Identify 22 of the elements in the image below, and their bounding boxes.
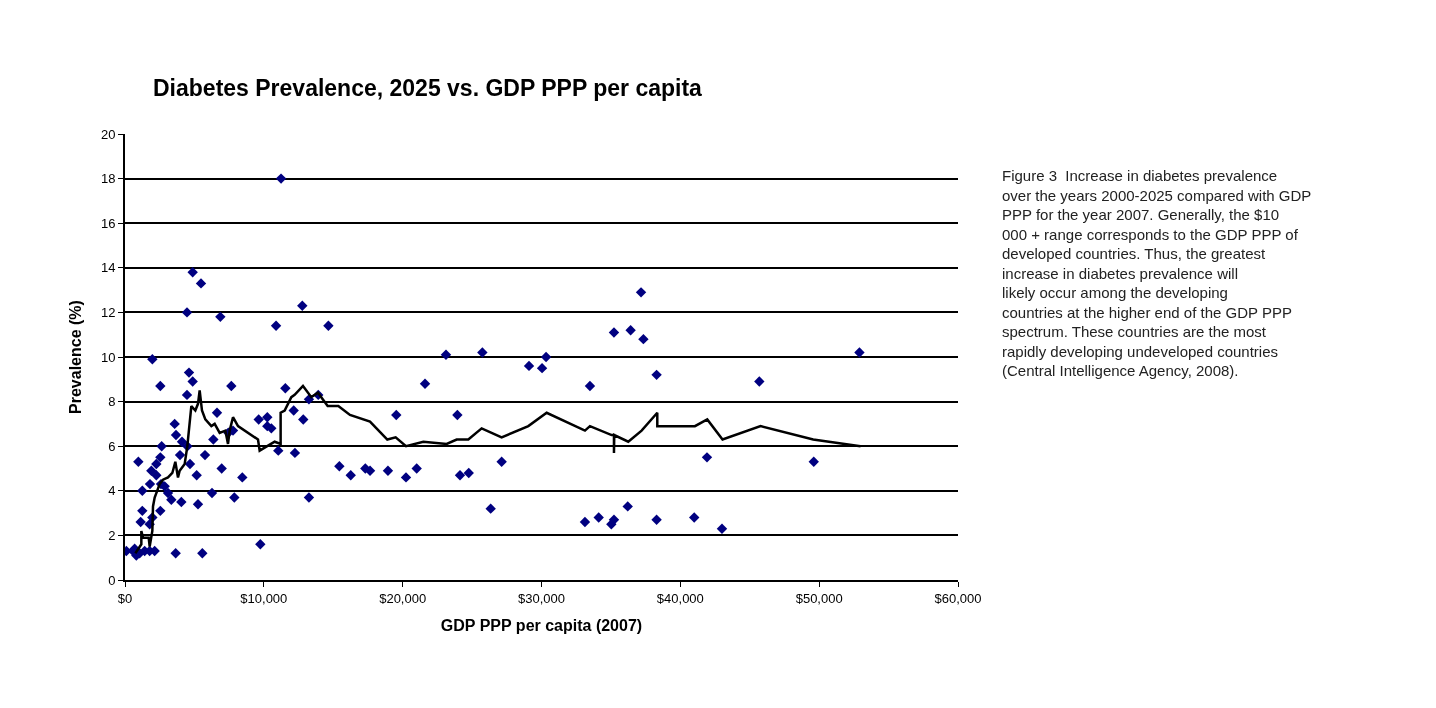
y-tick-label: 12 xyxy=(100,304,116,320)
y-tick-label: 16 xyxy=(100,215,116,231)
y-tick-label: 18 xyxy=(100,171,116,187)
y-tick-label: 2 xyxy=(108,527,116,543)
chart-title: Diabetes Prevalence, 2025 vs. GDP PPP per capita xyxy=(153,75,703,102)
x-tick-label: $50,000 xyxy=(795,590,843,606)
y-tick-label: 8 xyxy=(108,394,116,410)
text: Figure 3 Increase in diabetes prevalence over the years 2000-2025 compared with GDP PPP for the year 2007. Generally, the $10 000 + range corresponds to the GDP PPP of developed countries. Thus, the greatest increase in diabetes prevalence will likely occur among the developing countries at the higher end of the GDP PPP spectrum. These countries are the most rapidly developing undeveloped countries (Central Intelligence Agency, 2008). xyxy=(1002,167,1312,379)
y-axis-title: Prevalence (%) xyxy=(67,300,85,414)
y-tick-label: 4 xyxy=(108,483,116,499)
x-tick-label: $40,000 xyxy=(656,590,704,606)
x-tick-label: $30,000 xyxy=(518,590,565,606)
x-tick-label: $10,000 xyxy=(240,590,288,606)
x-tick-label: $0 xyxy=(117,590,133,606)
x-tick-label: $60,000 xyxy=(934,590,982,606)
y-tick-label: 6 xyxy=(108,438,116,454)
y-tick-label: 10 xyxy=(100,349,116,365)
x-tick-label: $20,000 xyxy=(379,590,427,606)
y-tick-label: 20 xyxy=(100,126,116,142)
x-axis-title: GDP PPP per capita (2007) xyxy=(440,616,643,634)
y-tick-label: 0 xyxy=(108,572,116,588)
y-tick-label: 14 xyxy=(100,260,116,276)
